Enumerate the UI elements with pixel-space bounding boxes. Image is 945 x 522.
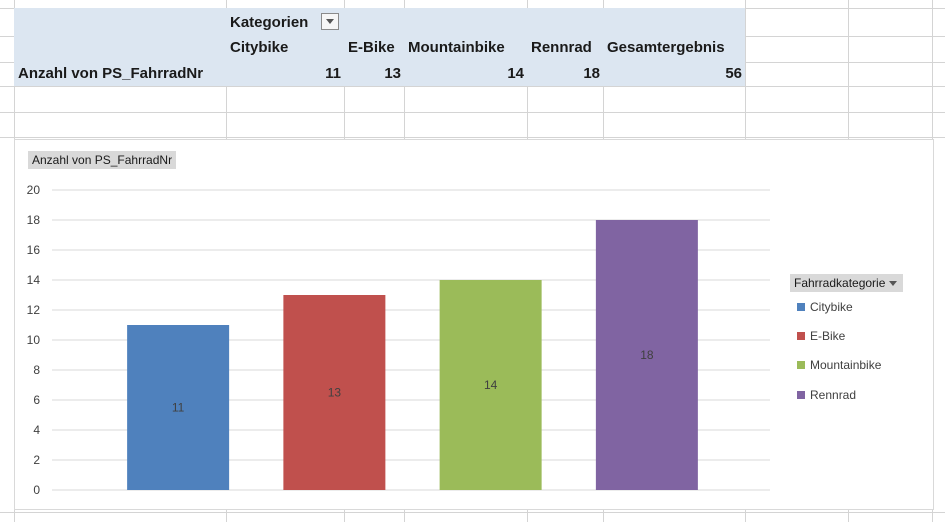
legend-item-citybike[interactable]: Citybike xyxy=(797,300,853,314)
y-tick-label: 10 xyxy=(27,333,41,347)
y-tick-label: 8 xyxy=(33,363,40,377)
data-label: 13 xyxy=(328,386,342,400)
pivot-column-header-mountainbike[interactable]: Mountainbike xyxy=(408,39,505,56)
pivot-column-field-label[interactable]: Kategorien xyxy=(230,14,309,31)
pivot-value-mountainbike[interactable]: 14 xyxy=(507,65,524,82)
pivot-row-label[interactable]: Anzahl von PS_FahrradNr xyxy=(18,65,204,82)
pivot-value-citybike[interactable]: 11 xyxy=(325,65,341,82)
legend-item-rennrad[interactable]: Rennrad xyxy=(797,388,856,402)
value-field-button[interactable]: Anzahl von PS_FahrradNr xyxy=(28,151,177,169)
data-label: 14 xyxy=(484,378,498,392)
pivot-value-ebike[interactable]: 13 xyxy=(384,65,401,82)
pivot-value-rennrad[interactable]: 18 xyxy=(583,65,600,82)
pivot-table xyxy=(14,8,745,86)
bar-citybike[interactable] xyxy=(127,325,230,490)
legend-item-label: Citybike xyxy=(810,300,853,314)
bar-e-bike[interactable] xyxy=(283,295,386,490)
legend-item-label: Rennrad xyxy=(810,388,857,402)
bar-mountainbike[interactable] xyxy=(439,280,542,490)
legend-swatch xyxy=(797,391,805,399)
data-label: 18 xyxy=(640,348,654,362)
pivot-column-header-citybike[interactable]: Citybike xyxy=(230,39,289,56)
legend-item-label: Mountainbike xyxy=(810,358,882,372)
y-tick-label: 14 xyxy=(27,273,41,287)
legend-swatch xyxy=(797,361,805,369)
legend-swatch xyxy=(797,303,805,311)
y-tick-label: 18 xyxy=(27,213,41,227)
pivot-column-header-rennrad[interactable]: Rennrad xyxy=(531,39,592,56)
chevron-down-icon xyxy=(889,281,898,286)
pivot-column-header-total[interactable]: Gesamtergebnis xyxy=(607,39,725,56)
data-label: 11 xyxy=(172,401,185,415)
legend-field-button[interactable]: Fahrradkategorie xyxy=(790,274,904,292)
legend-item-label: E-Bike xyxy=(810,329,846,343)
y-tick-label: 4 xyxy=(33,423,40,437)
y-tick-label: 16 xyxy=(27,243,41,257)
bar-rennrad[interactable] xyxy=(595,220,698,490)
y-tick-label: 20 xyxy=(27,183,41,197)
pivot-value-total[interactable]: 56 xyxy=(725,65,742,82)
y-tick-label: 12 xyxy=(27,303,41,317)
y-tick-label: 0 xyxy=(33,483,40,497)
y-tick-label: 6 xyxy=(33,393,40,407)
legend-item-ebike[interactable]: E-Bike xyxy=(797,329,845,343)
legend-swatch xyxy=(797,332,805,340)
legend-item-mountainbike[interactable]: Mountainbike xyxy=(797,358,881,372)
legend-field-label: Fahrradkategorie xyxy=(794,276,886,290)
pivot-filter-dropdown-button[interactable] xyxy=(321,13,339,30)
pivot-column-header-ebike[interactable]: E-Bike xyxy=(348,39,395,56)
y-tick-label: 2 xyxy=(33,453,40,467)
